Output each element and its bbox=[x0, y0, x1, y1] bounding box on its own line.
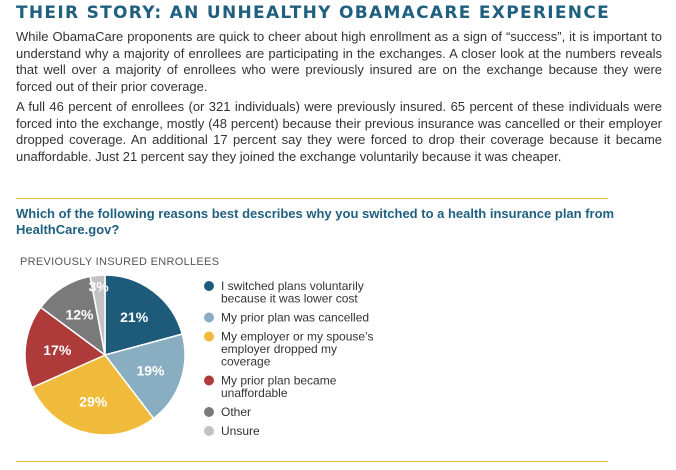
slice-label-4: 12% bbox=[65, 306, 94, 322]
pie-slice-4 bbox=[39, 275, 107, 357]
legend-item-1: My prior plan was cancelled bbox=[204, 311, 369, 325]
pie-slice-3 bbox=[24, 306, 107, 389]
pie-slice-0 bbox=[104, 274, 184, 356]
survey-question: Which of the following reasons best desc… bbox=[16, 206, 615, 237]
statistics-paragraph: A full 46 percent of enrollees (or 321 i… bbox=[16, 99, 662, 164]
legend-swatch-2 bbox=[204, 331, 214, 342]
legend-label-2-line-2: coverage bbox=[221, 355, 271, 369]
legend-swatch-0 bbox=[204, 281, 214, 291]
pie-slice-5 bbox=[89, 274, 106, 356]
legend-label-5-line-0: Unsure bbox=[221, 424, 260, 438]
divider-top bbox=[16, 198, 608, 199]
pie-slice-labels: 21% 19% 29% 17% 12% 3% bbox=[43, 278, 165, 409]
slice-label-5: 3% bbox=[88, 278, 109, 294]
chart-title: PREVIOUSLY INSURED ENROLLEES bbox=[20, 256, 219, 268]
pie-chart: PREVIOUSLY INSURED ENROLLEES 21% 19% 29% 17… bbox=[20, 256, 374, 438]
legend-label-0-line-1: because it was lower cost bbox=[221, 292, 358, 306]
legend-swatch-4 bbox=[204, 407, 214, 417]
slice-label-3: 17% bbox=[43, 342, 72, 358]
legend-label-3-line-1: unaffordable bbox=[221, 386, 288, 400]
pie-slice-2 bbox=[30, 354, 155, 436]
legend-label-2-line-1: employer dropped my bbox=[221, 342, 337, 356]
article-title: THEIR STORY: AN UNHEALTHY OBAMACARE EXPE… bbox=[16, 3, 611, 23]
legend-swatch-3 bbox=[204, 375, 214, 386]
pie-slice-1 bbox=[103, 333, 186, 420]
intro-paragraph: While ObamaCare proponents are quick to … bbox=[16, 29, 662, 94]
legend-label-3-line-0: My prior plan became bbox=[221, 374, 337, 388]
slice-label-1: 19% bbox=[136, 362, 165, 378]
slice-label-2: 29% bbox=[79, 394, 108, 410]
legend-label-2-line-0: My employer or my spouse’s bbox=[221, 330, 374, 344]
slice-label-0: 21% bbox=[120, 309, 149, 325]
legend-item-5: Unsure bbox=[204, 424, 260, 438]
legend-label-1-line-0: My prior plan was cancelled bbox=[221, 311, 369, 325]
legend-label-0-line-0: I switched plans voluntarily bbox=[221, 279, 364, 293]
legend-item-4: Other bbox=[204, 405, 251, 419]
legend-swatch-1 bbox=[204, 312, 214, 323]
divider-bottom bbox=[16, 461, 608, 462]
legend-swatch-5 bbox=[204, 426, 214, 436]
legend-label-4-line-0: Other bbox=[221, 405, 251, 419]
pie-slices bbox=[24, 274, 186, 436]
